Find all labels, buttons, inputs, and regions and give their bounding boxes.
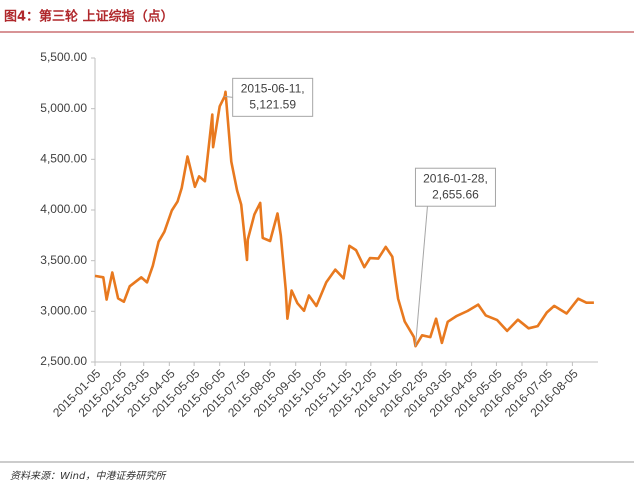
source-note: 资料来源：Wind，中港证券研究所 — [10, 470, 167, 482]
callout-box — [232, 77, 314, 117]
y-tick-label: 5,500.00 — [40, 50, 87, 64]
y-tick-label: 2,500.00 — [40, 354, 87, 368]
callout-leader — [224, 95, 233, 98]
callout-text: 5,121.59 — [249, 98, 296, 112]
y-tick-label: 5,000.00 — [40, 101, 87, 115]
callout-box — [414, 167, 496, 207]
callout-leader — [414, 206, 428, 347]
line-series — [94, 90, 594, 348]
y-tick-label: 4,000.00 — [40, 202, 87, 216]
y-tick-label: 3,500.00 — [40, 253, 87, 267]
y-tick-label: 4,500.00 — [40, 152, 87, 166]
callout-text: 2015-06-11, — [241, 82, 305, 96]
chart-title: 图4：第三轮 上证综指（点） — [4, 9, 174, 25]
y-tick-label: 3,000.00 — [40, 304, 87, 318]
callout-text: 2016-01-28, — [423, 171, 488, 185]
callout-text: 2,655.66 — [432, 187, 479, 201]
